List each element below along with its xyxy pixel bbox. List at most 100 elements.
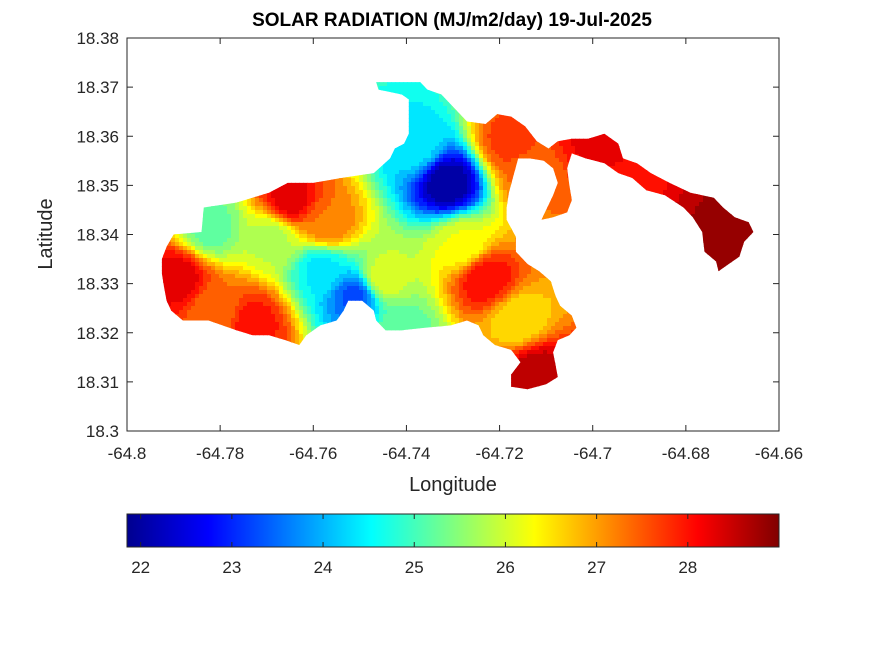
heatmap-cell	[419, 138, 424, 143]
heatmap-cell	[611, 150, 616, 155]
heatmap-cell	[451, 106, 456, 111]
heatmap-cell	[479, 150, 484, 155]
heatmap-cell	[435, 142, 440, 147]
heatmap-cell	[391, 150, 396, 155]
heatmap-cell	[411, 90, 416, 95]
heatmap-cell	[463, 158, 468, 163]
heatmap-cell	[407, 138, 412, 143]
heatmap-cell	[411, 154, 416, 159]
heatmap-cell	[523, 126, 528, 131]
heatmap-cell	[543, 150, 548, 155]
heatmap-cell	[495, 122, 500, 127]
heatmap-cell	[403, 86, 408, 91]
heatmap-cell	[499, 142, 504, 147]
heatmap-cell	[399, 158, 404, 163]
heatmap-cell	[483, 158, 488, 163]
heatmap-cell	[499, 138, 504, 143]
heatmap-cell	[467, 150, 472, 155]
heatmap-cell	[539, 150, 544, 155]
heatmap-cell	[543, 158, 548, 163]
heatmap-cell	[479, 158, 484, 163]
heatmap-cell	[395, 158, 400, 163]
heatmap-cell	[571, 150, 576, 155]
heatmap-cell	[571, 142, 576, 147]
heatmap-cell	[411, 142, 416, 147]
heatmap-cell	[391, 158, 396, 163]
heatmap-cell	[519, 154, 524, 159]
heatmap-cell	[519, 126, 524, 131]
heatmap-cell	[387, 86, 392, 91]
heatmap-cell	[527, 142, 532, 147]
heatmap-cell	[479, 130, 484, 135]
heatmap-cell	[431, 142, 436, 147]
heatmap-cell	[423, 94, 428, 99]
heatmap-cell	[555, 154, 560, 159]
heatmap-cell	[575, 146, 580, 151]
heatmap-cell	[427, 106, 432, 111]
heatmap-cell	[407, 94, 412, 99]
heatmap-cell	[503, 142, 508, 147]
heatmap-cell	[431, 118, 436, 123]
heatmap-cell	[423, 138, 428, 143]
heatmap-cell	[447, 118, 452, 123]
heatmap-cell	[415, 138, 420, 143]
heatmap-cell	[451, 134, 456, 139]
heatmap-cell	[471, 142, 476, 147]
heatmap-cell	[427, 150, 432, 155]
heatmap-cell	[603, 138, 608, 143]
heatmap-cell	[471, 150, 476, 155]
heatmap-cell	[423, 158, 428, 163]
heatmap-cell	[599, 142, 604, 147]
heatmap-cell	[511, 138, 516, 143]
heatmap-cell	[467, 130, 472, 135]
heatmap-cell	[387, 82, 392, 87]
heatmap-cell	[503, 138, 508, 143]
heatmap-cell	[407, 150, 412, 155]
heatmap-cell	[399, 154, 404, 159]
heatmap-cell	[615, 154, 620, 159]
heatmap-cell	[415, 122, 420, 127]
heatmap-cell	[455, 126, 460, 131]
heatmap-cell	[455, 110, 460, 115]
heatmap-cell	[443, 110, 448, 115]
heatmap-cell	[523, 146, 528, 151]
heatmap-cell	[447, 154, 452, 159]
heatmap-cell	[487, 150, 492, 155]
heatmap-cell	[483, 130, 488, 135]
heatmap-cell	[431, 106, 436, 111]
heatmap-cell	[467, 138, 472, 143]
heatmap-cell	[587, 154, 592, 159]
heatmap-cell	[491, 150, 496, 155]
heatmap-cell	[435, 94, 440, 99]
heatmap-cell	[439, 110, 444, 115]
heatmap-cell	[587, 146, 592, 151]
heatmap-cell	[439, 94, 444, 99]
heatmap-cell	[443, 122, 448, 127]
heatmap-cell	[431, 94, 436, 99]
heatmap-cell	[423, 122, 428, 127]
heatmap-cell	[435, 138, 440, 143]
heatmap-cell	[403, 82, 408, 87]
heatmap-cell	[439, 146, 444, 151]
heatmap-cell	[395, 154, 400, 159]
heatmap-cell	[407, 154, 412, 159]
heatmap-cell	[459, 154, 464, 159]
heatmap-cell	[519, 134, 524, 139]
heatmap-cell	[415, 114, 420, 119]
heatmap-cell	[419, 86, 424, 91]
heatmap-cell	[507, 154, 512, 159]
heatmap-cell	[507, 126, 512, 131]
heatmap-cell	[563, 146, 568, 151]
heatmap-cell	[407, 86, 412, 91]
heatmap-cell	[519, 130, 524, 135]
heatmap-cell	[451, 122, 456, 127]
heatmap-cell	[595, 142, 600, 147]
heatmap-cell	[415, 126, 420, 131]
heatmap-cell	[403, 158, 408, 163]
heatmap-cell	[511, 154, 516, 159]
heatmap-cell	[415, 118, 420, 123]
heatmap-cell	[459, 134, 464, 139]
heatmap-cell	[583, 150, 588, 155]
heatmap-cell	[391, 86, 396, 91]
heatmap-cell	[503, 122, 508, 127]
